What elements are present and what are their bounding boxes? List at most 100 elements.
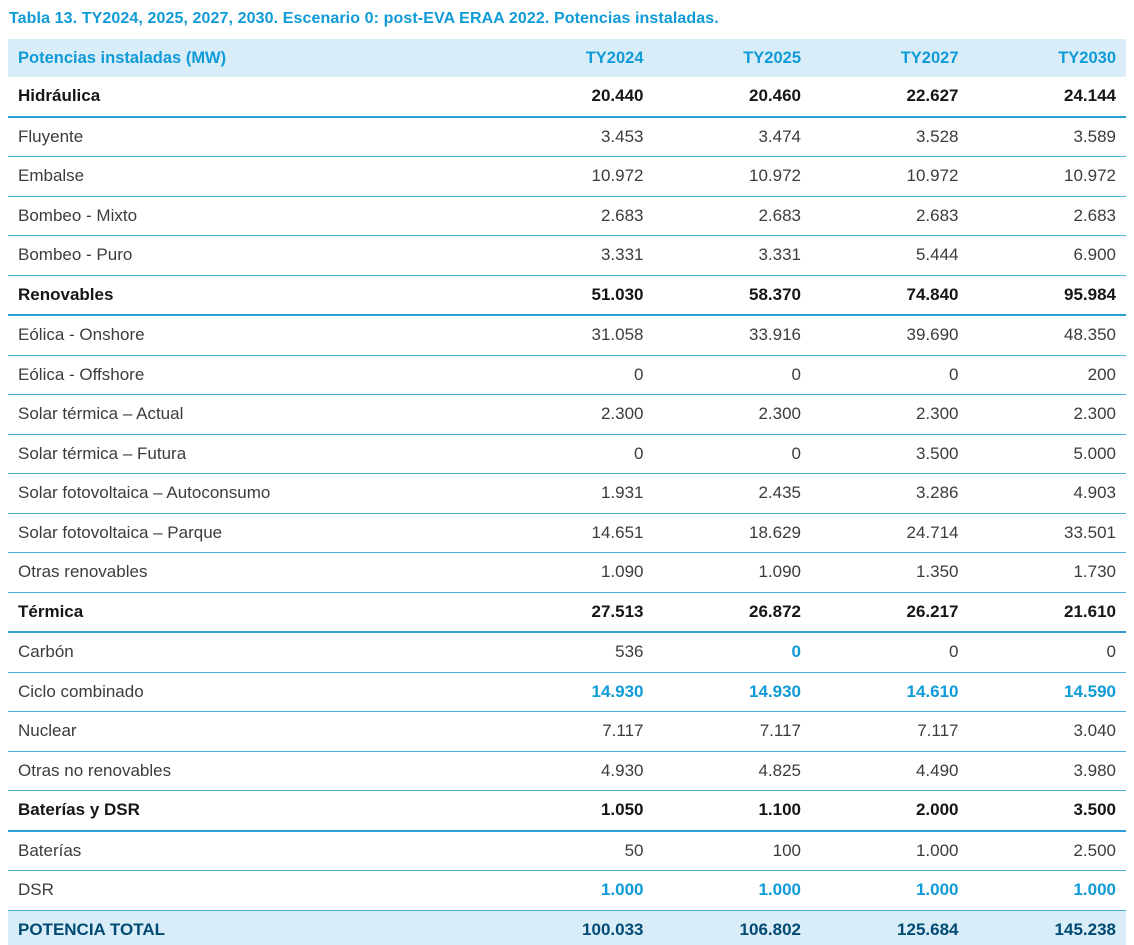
cell-value: 0 (653, 434, 811, 474)
row-label: Solar térmica – Futura (8, 434, 496, 474)
row-label: Bombeo - Puro (8, 235, 496, 276)
cell-value: 95.984 (968, 275, 1126, 316)
cell-value: 100 (653, 830, 811, 871)
cell-value: 1.000 (653, 870, 811, 911)
cell-value: 0 (496, 434, 654, 474)
cell-value: 3.474 (653, 116, 811, 157)
row-label: Baterías y DSR (8, 790, 496, 832)
cell-value: 3.500 (811, 434, 969, 474)
table-row: Eólica - Onshore 31.058 33.916 39.690 48.350 (8, 315, 1126, 356)
column-header-ty2024: TY2024 (496, 39, 654, 77)
row-label: Renovables (8, 275, 496, 316)
row-label: Bombeo - Mixto (8, 196, 496, 236)
cell-value: 3.589 (968, 116, 1126, 157)
cell-value: 24.144 (968, 77, 1126, 118)
table-row: Ciclo combinado 14.930 14.930 14.610 14.590 (8, 672, 1126, 712)
cell-value: 24.714 (811, 513, 969, 553)
cell-value: 7.117 (496, 711, 654, 752)
cell-value: 106.802 (653, 910, 811, 945)
cell-value: 20.460 (653, 77, 811, 118)
cell-value: 1.050 (496, 790, 654, 832)
cell-value: 50 (496, 830, 654, 871)
cell-value: 2.683 (811, 196, 969, 236)
cell-value: 2.500 (968, 830, 1126, 871)
cell-value: 2.300 (653, 394, 811, 435)
cell-value: 2.683 (968, 196, 1126, 236)
cell-value: 3.453 (496, 116, 654, 157)
cell-value: 145.238 (968, 910, 1126, 945)
cell-value: 2.683 (496, 196, 654, 236)
cell-value: 4.903 (968, 473, 1126, 514)
cell-value: 1.931 (496, 473, 654, 514)
table-row: Carbón 536 0 0 0 (8, 632, 1126, 673)
row-label: Hidráulica (8, 77, 496, 118)
table-row: Otras no renovables 4.930 4.825 4.490 3.980 (8, 751, 1126, 791)
section-row: Térmica 27.513 26.872 26.217 21.610 (8, 592, 1126, 633)
cell-value: 7.117 (653, 711, 811, 752)
section-row: Renovables 51.030 58.370 74.840 95.984 (8, 275, 1126, 316)
cell-value: 7.117 (811, 711, 969, 752)
table-row: Solar térmica – Futura 0 0 3.500 5.000 (8, 434, 1126, 474)
row-label: Baterías (8, 830, 496, 871)
cell-value: 5.000 (968, 434, 1126, 474)
table-row: DSR 1.000 1.000 1.000 1.000 (8, 870, 1126, 911)
cell-value: 0 (968, 632, 1126, 673)
cell-value: 74.840 (811, 275, 969, 316)
cell-value: 2.300 (968, 394, 1126, 435)
cell-value: 1.000 (496, 870, 654, 911)
column-header-ty2027: TY2027 (811, 39, 969, 77)
cell-value: 0 (653, 632, 811, 673)
cell-value: 536 (496, 632, 654, 673)
cell-value: 1.000 (968, 870, 1126, 911)
table-row: Solar fotovoltaica – Autoconsumo 1.931 2.4… (8, 473, 1126, 514)
table-row: Solar fotovoltaica – Parque 14.651 18.629 2… (8, 513, 1126, 553)
column-header-ty2030: TY2030 (968, 39, 1126, 77)
cell-value: 0 (653, 355, 811, 395)
cell-value: 10.972 (968, 156, 1126, 197)
row-label: Solar fotovoltaica – Parque (8, 513, 496, 553)
cell-value: 3.040 (968, 711, 1126, 752)
cell-value: 39.690 (811, 315, 969, 356)
row-label: Térmica (8, 592, 496, 633)
cell-value: 3.331 (653, 235, 811, 276)
table-row: Nuclear 7.117 7.117 7.117 3.040 (8, 711, 1126, 752)
cell-value: 3.980 (968, 751, 1126, 791)
table-row: Eólica - Offshore 0 0 0 200 (8, 355, 1126, 395)
section-row: Hidráulica 20.440 20.460 22.627 24.144 (8, 77, 1126, 118)
cell-value: 200 (968, 355, 1126, 395)
table-caption: Tabla 13. TY2024, 2025, 2027, 2030. Esce… (9, 10, 719, 27)
cell-value: 10.972 (653, 156, 811, 197)
cell-value: 10.972 (496, 156, 654, 197)
row-label: Otras no renovables (8, 751, 496, 791)
cell-value: 51.030 (496, 275, 654, 316)
cell-value: 14.930 (496, 672, 654, 712)
cell-value: 100.033 (496, 910, 654, 945)
cell-value: 4.825 (653, 751, 811, 791)
cell-value: 14.651 (496, 513, 654, 553)
installed-capacity-table: Potencias instaladas (MW) TY2024 TY2025 … (8, 39, 1126, 945)
cell-value: 48.350 (968, 315, 1126, 356)
cell-value: 22.627 (811, 77, 969, 118)
cell-value: 2.683 (653, 196, 811, 236)
cell-value: 3.500 (968, 790, 1126, 832)
cell-value: 5.444 (811, 235, 969, 276)
section-row: Baterías y DSR 1.050 1.100 2.000 3.500 (8, 790, 1126, 832)
cell-value: 2.300 (811, 394, 969, 435)
row-label: Carbón (8, 632, 496, 673)
table-row: Bombeo - Mixto 2.683 2.683 2.683 2.683 (8, 196, 1126, 236)
cell-value: 3.528 (811, 116, 969, 157)
cell-value: 1.000 (811, 830, 969, 871)
cell-value: 31.058 (496, 315, 654, 356)
row-label: Fluyente (8, 116, 496, 157)
cell-value: 0 (496, 355, 654, 395)
row-label: Eólica - Onshore (8, 315, 496, 356)
cell-value: 2.300 (496, 394, 654, 435)
table-row: Solar térmica – Actual 2.300 2.300 2.300 2.3… (8, 394, 1126, 435)
table-row: Otras renovables 1.090 1.090 1.350 1.730 (8, 552, 1126, 593)
cell-value: 4.930 (496, 751, 654, 791)
cell-value: 2.435 (653, 473, 811, 514)
cell-value: 0 (811, 632, 969, 673)
cell-value: 2.000 (811, 790, 969, 832)
cell-value: 20.440 (496, 77, 654, 118)
column-header-ty2025: TY2025 (653, 39, 811, 77)
